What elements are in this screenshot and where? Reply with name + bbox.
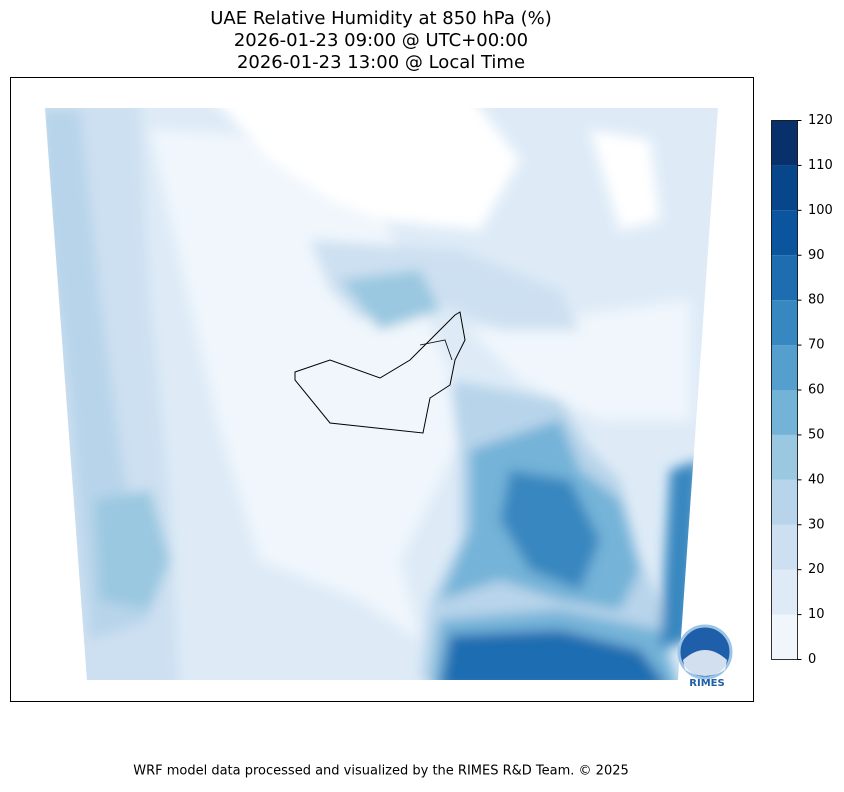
colorbar-level (771, 614, 798, 660)
colorbar-level (771, 210, 798, 256)
colorbar-level (771, 165, 798, 211)
emirate-border (419, 339, 453, 361)
title-line: UAE Relative Humidity at 850 hPa (%) (210, 8, 551, 29)
logo-text: RIMES (689, 678, 724, 689)
colorbar-tick-label: 110 (808, 158, 833, 173)
colorbar-level (771, 479, 798, 525)
colorbar-tick-label: 70 (808, 338, 825, 353)
title-line: 2026-01-23 09:00 @ UTC+00:00 (234, 30, 528, 51)
colorbar: 0 10 20 30 40 50 60 70 80 90 100 110 120 (771, 113, 833, 667)
colorbar-level (771, 300, 798, 346)
footer: WRF model data processed and visualized … (133, 764, 629, 779)
title-line: 2026-01-23 13:00 @ Local Time (237, 52, 525, 73)
logo: RIMES (677, 624, 733, 689)
colorbar-level (771, 524, 798, 570)
colorbar-tick-label: 120 (808, 113, 833, 128)
uae-border (294, 311, 466, 434)
colorbar-tick-label: 50 (808, 427, 825, 442)
colorbar-frame (771, 120, 798, 660)
colorbar-level (771, 255, 798, 301)
colorbar-tick-label: 100 (808, 203, 833, 218)
colorbar-tick-label: 60 (808, 383, 825, 398)
colorbar-tick-label: 80 (808, 293, 825, 308)
colorbar-level (771, 390, 798, 435)
colorbar-tick-label: 40 (808, 472, 825, 487)
humidity-field (45, 108, 718, 680)
colorbar-tick-label: 30 (808, 517, 825, 532)
colorbar-tick-label: 20 (808, 562, 825, 577)
colorbar-level (771, 434, 798, 480)
colorbar-level (771, 345, 798, 390)
colorbar-tick-label: 90 (808, 248, 825, 263)
colorbar-tick-label: 0 (808, 652, 816, 667)
colorbar-level (771, 120, 798, 166)
colorbar-tick-label: 10 (808, 607, 825, 622)
colorbar-level (771, 569, 798, 615)
